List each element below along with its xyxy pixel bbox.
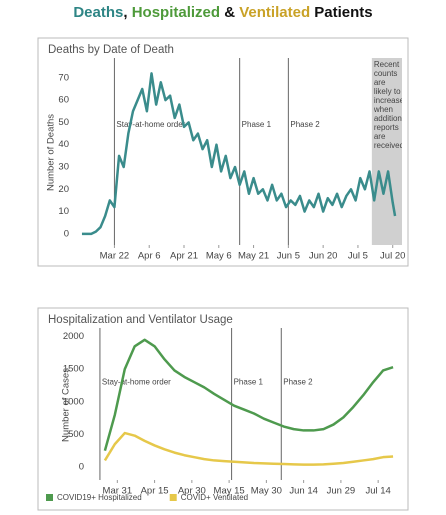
y-axis-label: Number of Cases [61, 368, 72, 442]
annotation: Phase 1 [242, 120, 272, 129]
y-tick-label: 30 [58, 162, 69, 173]
legend-swatch [46, 494, 53, 501]
x-tick-label: Jun 20 [309, 251, 338, 262]
title-part: Deaths [73, 4, 124, 21]
legend-swatch [169, 494, 177, 501]
shaded-region [371, 58, 402, 245]
chart-title: Hospitalization and Ventilator Usage [48, 314, 233, 326]
series-line [103, 338, 394, 451]
y-tick-label: 500 [68, 429, 84, 440]
x-tick-label: May 15 [214, 486, 245, 497]
x-tick-label: Apr 6 [138, 251, 161, 262]
annotation: Phase 1 [234, 378, 264, 387]
title-part: & [220, 4, 240, 21]
annotation: Stay-at-home order [116, 120, 185, 129]
y-tick-label: 1000 [63, 396, 84, 407]
x-tick-label: Apr 30 [178, 486, 206, 497]
y-tick-label: 10 [58, 206, 69, 217]
y-tick-label: 40 [58, 139, 69, 150]
annotation: Recent counts are likely to increase whe… [373, 60, 402, 150]
y-tick-label: 0 [79, 461, 84, 472]
legend-label: COVID19+ Hospitalized [57, 493, 142, 502]
y-tick-label: 1500 [63, 364, 84, 375]
title-part: Hospitalized [131, 4, 221, 21]
annotation: Stay-at-home order [102, 378, 171, 387]
series-line [103, 431, 394, 466]
y-axis-label: Number of Deaths [46, 114, 57, 191]
x-tick-label: Jun 29 [327, 486, 356, 497]
x-tick-label: May 30 [251, 486, 282, 497]
chart-title: Deaths by Date of Death [48, 44, 174, 56]
x-tick-label: May 6 [206, 251, 232, 262]
legend-label: COVID+ Ventilated [181, 493, 248, 502]
x-tick-label: Apr 15 [141, 486, 169, 497]
annotation: Phase 2 [283, 378, 313, 387]
y-tick-label: 2000 [63, 331, 84, 342]
page-title: Deaths, Hospitalized & Ventilated Patien… [0, 4, 446, 21]
x-tick-label: Mar 31 [103, 486, 133, 497]
title-part: Patients [310, 4, 373, 21]
annotation: Phase 2 [290, 120, 320, 129]
title-part: Ventilated [239, 4, 311, 21]
x-tick-label: May 21 [238, 251, 269, 262]
x-tick-label: Jul 14 [365, 486, 390, 497]
x-tick-label: Mar 22 [100, 251, 130, 262]
x-tick-label: Jul 20 [380, 251, 405, 262]
x-tick-label: Jun 5 [277, 251, 300, 262]
y-tick-label: 20 [58, 184, 69, 195]
y-tick-label: 0 [64, 228, 69, 239]
x-tick-label: Jul 5 [348, 251, 368, 262]
x-tick-label: Jun 14 [289, 486, 318, 497]
y-tick-label: 60 [58, 95, 69, 106]
y-tick-label: 50 [58, 117, 69, 128]
series-line [81, 72, 397, 236]
x-tick-label: Apr 21 [170, 251, 198, 262]
annotation-box: Recent counts are likely to increase whe… [374, 60, 402, 150]
y-tick-label: 70 [58, 72, 69, 83]
title-part: , [123, 4, 132, 21]
